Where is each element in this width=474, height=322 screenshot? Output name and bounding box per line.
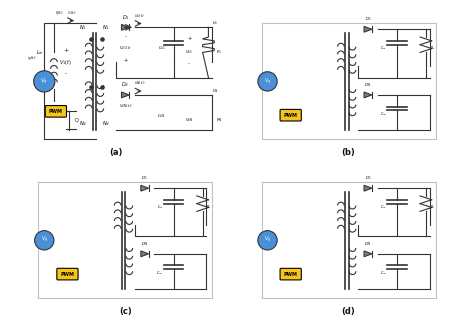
Polygon shape: [121, 92, 129, 98]
Text: Q: Q: [75, 118, 79, 123]
Text: $V_{2N}(t)$: $V_{2N}(t)$: [118, 103, 132, 110]
Text: $C_{oN}$: $C_{oN}$: [156, 269, 164, 277]
Text: +: +: [123, 58, 128, 63]
Circle shape: [35, 231, 54, 250]
FancyBboxPatch shape: [280, 268, 301, 280]
Polygon shape: [121, 24, 129, 30]
Text: -: -: [125, 34, 126, 40]
FancyBboxPatch shape: [57, 268, 78, 280]
Polygon shape: [364, 185, 372, 191]
Text: -: -: [188, 62, 190, 67]
Text: $V_{oN}$: $V_{oN}$: [185, 116, 193, 124]
Text: $V_g$: $V_g$: [41, 235, 48, 245]
Text: $i_1(t)$: $i_1(t)$: [67, 9, 77, 17]
Text: PWM: PWM: [283, 272, 298, 277]
Text: $V_1(t)$: $V_1(t)$: [59, 58, 72, 67]
Text: $D_1$: $D_1$: [141, 175, 148, 182]
Text: $V_g$: $V_g$: [264, 235, 271, 245]
Text: $N_N$: $N_N$: [79, 119, 87, 128]
Polygon shape: [141, 185, 148, 191]
Text: $C_{oN}$: $C_{oN}$: [380, 110, 387, 118]
Text: $V_{o1}$: $V_{o1}$: [185, 49, 193, 56]
Text: $C_{oN}$: $C_{oN}$: [157, 112, 166, 120]
Text: $C_{oN}$: $C_{oN}$: [380, 269, 387, 277]
Text: $I_{oN}$: $I_{oN}$: [212, 87, 219, 95]
Circle shape: [258, 231, 277, 250]
Text: $C_{o1}$: $C_{o1}$: [158, 45, 166, 52]
FancyBboxPatch shape: [45, 106, 66, 117]
Text: -: -: [64, 71, 67, 76]
Text: $i_g(t)$: $i_g(t)$: [27, 54, 36, 63]
Text: $C_{o1}$: $C_{o1}$: [157, 204, 164, 211]
Text: (a): (a): [109, 148, 122, 157]
Text: $V_{21}(t)$: $V_{21}(t)$: [119, 45, 132, 52]
Text: $N_1$: $N_1$: [79, 23, 87, 32]
Text: $D_N$: $D_N$: [121, 80, 129, 89]
Text: +: +: [63, 48, 68, 53]
Circle shape: [258, 72, 277, 91]
Text: $D_1$: $D_1$: [365, 16, 371, 24]
Text: $N_N$: $N_N$: [102, 119, 110, 128]
Polygon shape: [364, 26, 372, 32]
Text: $N_1$: $N_1$: [102, 23, 110, 32]
Text: (c): (c): [119, 307, 132, 316]
Text: $D_N$: $D_N$: [365, 81, 372, 89]
Text: +: +: [187, 36, 191, 42]
Text: $C_{o1}$: $C_{o1}$: [380, 45, 387, 52]
Text: $L_m$: $L_m$: [36, 48, 43, 57]
Text: $R_1$: $R_1$: [430, 204, 436, 211]
Text: $V_g$: $V_g$: [40, 76, 48, 87]
Text: $R_N$: $R_N$: [216, 116, 223, 124]
Text: $D_N$: $D_N$: [141, 241, 148, 248]
Text: $R_1$: $R_1$: [207, 204, 212, 211]
Text: $R_1$: $R_1$: [216, 49, 223, 56]
Text: $D_1$: $D_1$: [365, 175, 371, 182]
Polygon shape: [141, 251, 148, 257]
Text: (d): (d): [342, 307, 356, 316]
Text: $C_{o1}$: $C_{o1}$: [380, 204, 387, 211]
Text: $i_{sN}(t)$: $i_{sN}(t)$: [134, 80, 146, 87]
Text: $\xi(t)$: $\xi(t)$: [55, 9, 64, 17]
Text: PWM: PWM: [283, 113, 298, 118]
Text: $I_{o1}$: $I_{o1}$: [212, 20, 219, 27]
Text: PWM: PWM: [61, 272, 74, 277]
Polygon shape: [364, 251, 372, 257]
FancyBboxPatch shape: [280, 109, 301, 121]
Text: $V_g$: $V_g$: [264, 76, 271, 87]
Text: $i_{s1}(t)$: $i_{s1}(t)$: [134, 12, 146, 20]
Text: $D_1$: $D_1$: [122, 13, 129, 22]
Circle shape: [34, 71, 55, 92]
Text: PWM: PWM: [49, 109, 63, 114]
Text: $R_1$: $R_1$: [430, 45, 436, 52]
Text: $D_N$: $D_N$: [365, 241, 372, 248]
Text: (b): (b): [342, 148, 356, 157]
Polygon shape: [364, 92, 372, 98]
